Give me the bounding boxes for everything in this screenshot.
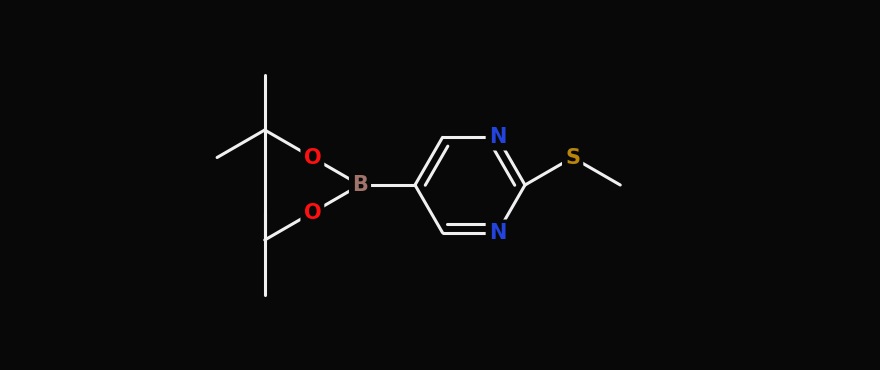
- Text: N: N: [488, 127, 506, 147]
- Text: O: O: [304, 202, 321, 222]
- Text: O: O: [304, 148, 321, 168]
- Text: S: S: [565, 148, 580, 168]
- Text: B: B: [352, 175, 368, 195]
- Text: N: N: [488, 223, 506, 243]
